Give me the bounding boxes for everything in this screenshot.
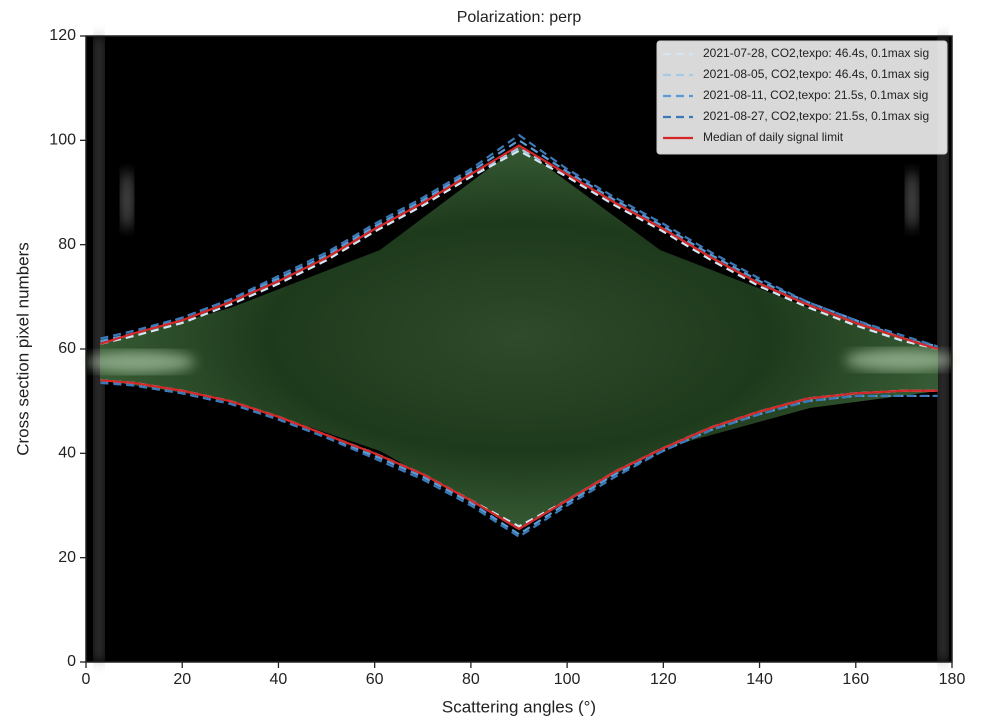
x-tick-label: 60	[366, 671, 384, 688]
signal-limit-line	[100, 381, 938, 539]
signal-limit-line	[100, 149, 938, 351]
x-tick-label: 20	[173, 671, 191, 688]
y-tick-label: 60	[58, 340, 76, 357]
x-tick-label: 120	[650, 671, 677, 688]
y-tick-label: 80	[58, 236, 76, 253]
y-tick-label: 120	[49, 27, 76, 44]
y-tick-label: 0	[67, 653, 76, 670]
signal-limit-line	[100, 144, 938, 351]
x-tick-label: 80	[462, 671, 480, 688]
y-tick-label: 20	[58, 549, 76, 566]
x-tick-label: 100	[554, 671, 581, 688]
x-tick-label: 40	[270, 671, 288, 688]
y-axis-label: Cross section pixel numbers	[13, 242, 32, 456]
legend-label: 2021-07-28, CO2,texpo: 46.4s, 0.1max sig	[703, 46, 929, 60]
legend-box	[656, 40, 948, 155]
signal-limit-line	[100, 379, 938, 531]
chart-title: Polarization: perp	[457, 9, 582, 26]
x-tick-label: 0	[82, 671, 91, 688]
x-axis-label: Scattering angles (°)	[442, 697, 596, 716]
x-tick-label: 160	[842, 671, 869, 688]
legend-label: 2021-08-27, CO2,texpo: 21.5s, 0.1max sig	[703, 109, 929, 123]
legend-label: 2021-08-11, CO2,texpo: 21.5s, 0.1max sig	[703, 88, 928, 102]
y-tick-label: 100	[49, 132, 76, 149]
x-tick-label: 180	[939, 671, 966, 688]
x-tick-label: 140	[746, 671, 773, 688]
legend-label: 2021-08-05, CO2,texpo: 46.4s, 0.1max sig	[703, 67, 929, 81]
y-tick-label: 40	[58, 445, 76, 462]
signal-limit-line	[100, 133, 938, 348]
legend-label: Median of daily signal limit	[703, 130, 844, 144]
